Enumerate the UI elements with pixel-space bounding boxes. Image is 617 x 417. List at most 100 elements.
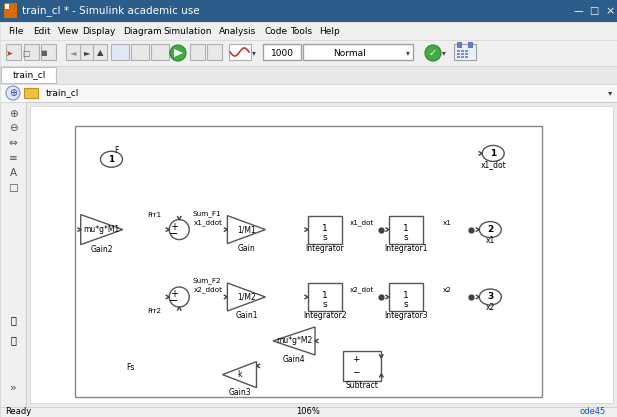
Text: Sum_F1: Sum_F1 bbox=[193, 210, 221, 217]
Text: 1000: 1000 bbox=[270, 48, 294, 58]
Text: ⊕: ⊕ bbox=[9, 88, 17, 98]
Text: ▾: ▾ bbox=[442, 48, 446, 58]
Bar bbox=[190, 44, 205, 60]
Bar bbox=[461, 56, 464, 58]
Bar bbox=[457, 42, 461, 47]
Text: F: F bbox=[114, 146, 118, 155]
Text: 1/M2: 1/M2 bbox=[237, 292, 256, 301]
Bar bbox=[5, 4, 9, 9]
Text: ►: ► bbox=[84, 48, 90, 58]
Text: x1: x1 bbox=[443, 220, 452, 226]
Text: ×: × bbox=[605, 6, 615, 16]
Text: 1: 1 bbox=[403, 224, 409, 233]
Text: Simulation: Simulation bbox=[164, 27, 212, 35]
Text: s: s bbox=[404, 301, 408, 309]
Text: Integrator: Integrator bbox=[305, 244, 344, 253]
Bar bbox=[389, 216, 423, 244]
Text: Display: Display bbox=[83, 27, 116, 35]
Polygon shape bbox=[223, 362, 257, 388]
Text: Integrator2: Integrator2 bbox=[304, 311, 347, 321]
Bar bbox=[0, 40, 617, 66]
Text: Integrator3: Integrator3 bbox=[384, 311, 428, 321]
Text: Gain: Gain bbox=[238, 244, 255, 253]
Text: Diagram: Diagram bbox=[123, 27, 162, 35]
Bar bbox=[468, 42, 472, 47]
Bar bbox=[457, 53, 460, 55]
Bar bbox=[66, 44, 80, 60]
Bar bbox=[308, 216, 342, 244]
Polygon shape bbox=[228, 283, 265, 311]
Text: 1: 1 bbox=[109, 155, 115, 164]
Bar bbox=[75, 126, 542, 397]
Bar bbox=[207, 44, 222, 60]
Text: train_cl: train_cl bbox=[12, 70, 46, 80]
Text: Gain1: Gain1 bbox=[235, 311, 258, 321]
Circle shape bbox=[169, 287, 189, 307]
Bar bbox=[465, 50, 468, 52]
Text: ■: ■ bbox=[41, 50, 48, 56]
Bar bbox=[6, 44, 21, 60]
Bar bbox=[303, 44, 413, 60]
Text: □: □ bbox=[589, 6, 598, 16]
Circle shape bbox=[170, 45, 186, 61]
Text: Subtract: Subtract bbox=[346, 381, 379, 390]
Text: 🖨: 🖨 bbox=[10, 335, 16, 345]
Bar bbox=[0, 102, 26, 407]
Bar bbox=[151, 44, 169, 60]
Text: ⊕: ⊕ bbox=[9, 109, 17, 119]
Bar bbox=[24, 44, 39, 60]
Text: x1_dot: x1_dot bbox=[480, 160, 506, 169]
Polygon shape bbox=[228, 216, 265, 244]
Text: ⊖: ⊖ bbox=[9, 123, 17, 133]
Text: ode45: ode45 bbox=[580, 407, 606, 417]
Text: −: − bbox=[169, 296, 178, 306]
Ellipse shape bbox=[479, 221, 502, 238]
Text: ✓: ✓ bbox=[429, 48, 437, 58]
Text: Gain3: Gain3 bbox=[228, 388, 251, 397]
Text: File: File bbox=[8, 27, 23, 35]
Text: »: » bbox=[10, 383, 17, 393]
Bar bbox=[0, 407, 617, 417]
Text: x2_ddot: x2_ddot bbox=[194, 286, 223, 294]
Bar bbox=[457, 56, 460, 58]
Circle shape bbox=[6, 86, 20, 100]
Bar bbox=[461, 53, 464, 55]
Polygon shape bbox=[81, 215, 123, 245]
Circle shape bbox=[169, 220, 189, 240]
Text: ◄: ◄ bbox=[70, 48, 77, 58]
Bar bbox=[457, 50, 460, 52]
Bar bbox=[465, 53, 468, 55]
Text: Frr1: Frr1 bbox=[147, 211, 162, 218]
Text: Edit: Edit bbox=[33, 27, 51, 35]
Text: s: s bbox=[323, 233, 328, 242]
Text: Fs: Fs bbox=[126, 363, 135, 372]
Bar bbox=[0, 22, 617, 40]
Text: 💾: 💾 bbox=[10, 315, 16, 325]
Text: 1: 1 bbox=[322, 224, 328, 233]
Bar bbox=[389, 283, 423, 311]
Text: k: k bbox=[238, 370, 242, 379]
Text: Sum_F2: Sum_F2 bbox=[193, 278, 221, 284]
Text: train_cl: train_cl bbox=[46, 88, 80, 98]
Text: x2: x2 bbox=[486, 304, 495, 312]
Text: 1: 1 bbox=[322, 291, 328, 301]
Text: x1_ddot: x1_ddot bbox=[194, 219, 223, 226]
Bar bbox=[308, 283, 342, 311]
Text: ≡: ≡ bbox=[9, 153, 17, 163]
Text: □: □ bbox=[22, 48, 30, 58]
Text: +: + bbox=[352, 355, 359, 364]
Bar bbox=[0, 66, 617, 84]
Bar bbox=[80, 44, 94, 60]
Text: 1/M1: 1/M1 bbox=[237, 225, 256, 234]
Text: ➤: ➤ bbox=[6, 48, 12, 58]
Circle shape bbox=[425, 45, 441, 61]
Text: Gain4: Gain4 bbox=[283, 355, 305, 364]
Bar bbox=[30, 106, 613, 403]
Text: mu*g*M1: mu*g*M1 bbox=[84, 225, 120, 234]
Bar bbox=[465, 56, 468, 58]
Text: train_cl * - Simulink academic use: train_cl * - Simulink academic use bbox=[22, 5, 200, 16]
Text: A: A bbox=[9, 168, 17, 178]
Bar bbox=[454, 44, 476, 60]
Text: −: − bbox=[352, 367, 359, 376]
Ellipse shape bbox=[101, 151, 123, 167]
